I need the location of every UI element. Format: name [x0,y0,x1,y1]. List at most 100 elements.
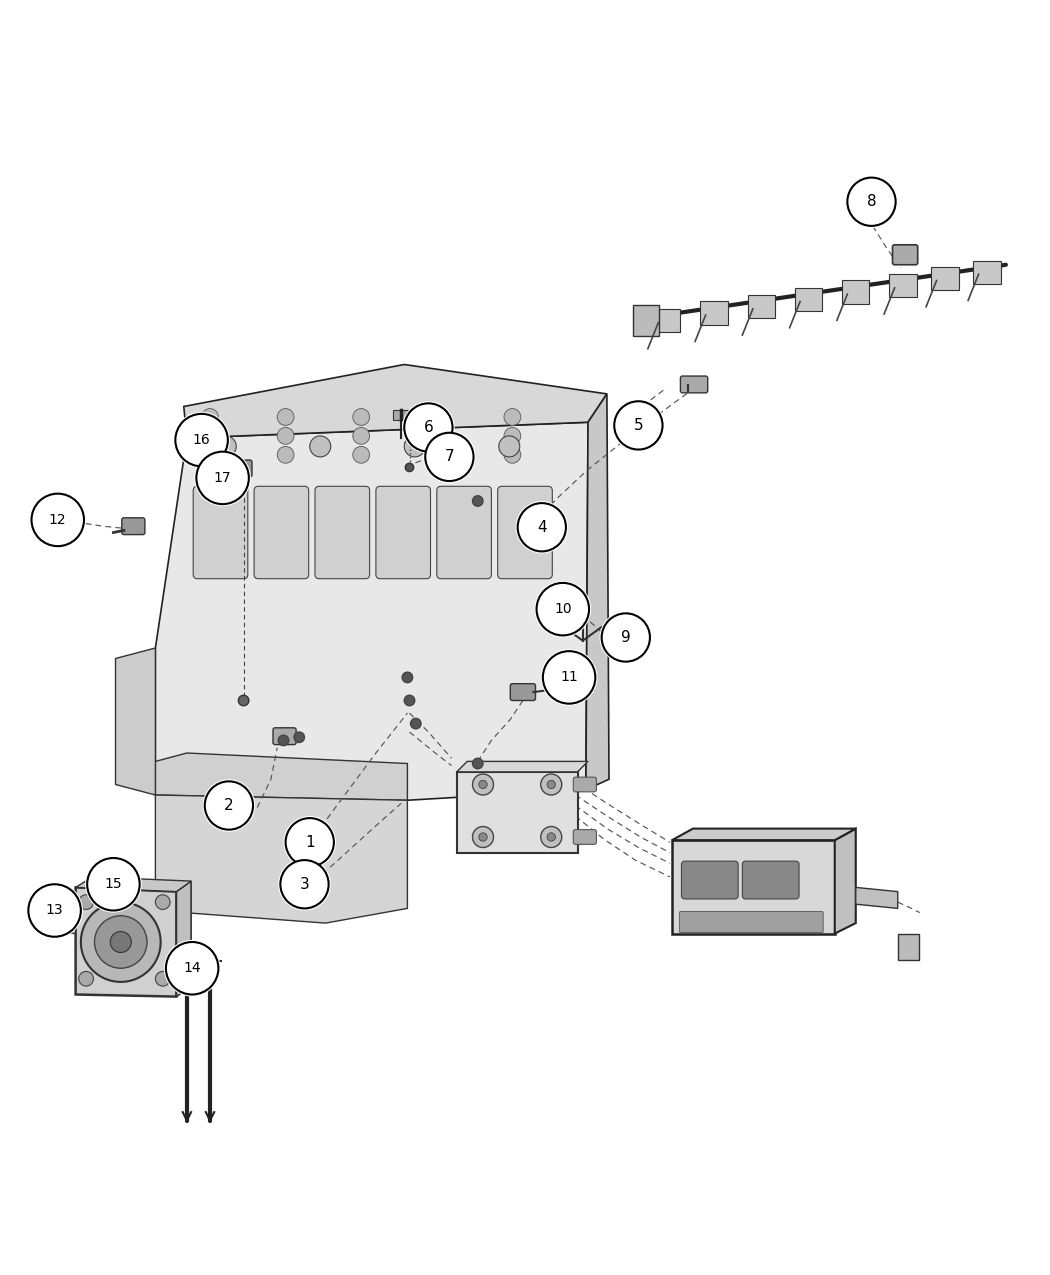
Polygon shape [856,887,898,908]
Circle shape [479,780,487,789]
Circle shape [425,432,474,481]
Circle shape [404,403,453,451]
Circle shape [194,450,251,506]
Circle shape [278,736,289,746]
Text: 10: 10 [554,602,571,616]
Circle shape [164,940,220,997]
Circle shape [602,613,650,662]
Text: 12: 12 [49,513,66,527]
Circle shape [404,695,415,706]
Bar [889,274,917,297]
Circle shape [202,427,218,444]
Circle shape [175,414,228,467]
Circle shape [202,408,218,426]
Circle shape [402,672,413,682]
Circle shape [423,431,476,483]
Text: 1: 1 [304,835,315,849]
FancyBboxPatch shape [231,460,252,477]
Circle shape [26,882,83,938]
Circle shape [614,402,663,450]
Circle shape [547,780,555,789]
FancyBboxPatch shape [193,486,248,579]
Polygon shape [633,305,659,337]
Bar [748,296,775,319]
Circle shape [28,885,81,937]
FancyBboxPatch shape [892,245,918,265]
Circle shape [29,492,86,548]
Circle shape [847,177,896,226]
Polygon shape [176,881,191,997]
Circle shape [516,501,568,553]
Text: 17: 17 [214,470,231,484]
Circle shape [504,408,521,426]
Polygon shape [457,761,588,771]
FancyBboxPatch shape [680,376,708,393]
Text: 14: 14 [184,961,201,975]
Circle shape [576,611,589,622]
Circle shape [504,427,521,444]
Circle shape [404,436,425,456]
Text: 16: 16 [193,434,210,448]
Polygon shape [116,648,155,796]
Circle shape [280,861,329,908]
Bar [700,301,728,325]
Circle shape [277,408,294,426]
Text: 2: 2 [224,798,234,813]
Text: 15: 15 [105,877,122,891]
Circle shape [196,451,249,504]
Circle shape [472,759,483,769]
FancyBboxPatch shape [510,683,536,700]
Polygon shape [155,754,407,801]
Polygon shape [184,365,607,439]
Circle shape [110,932,131,952]
Circle shape [428,446,445,463]
Polygon shape [155,796,407,923]
FancyBboxPatch shape [376,486,430,579]
Circle shape [284,816,336,868]
Bar [393,409,410,421]
Circle shape [472,826,493,848]
Circle shape [499,436,520,456]
FancyBboxPatch shape [315,486,370,579]
Bar [653,309,680,332]
Circle shape [203,779,255,831]
Circle shape [472,774,493,796]
Circle shape [402,402,455,454]
Circle shape [547,833,555,842]
Circle shape [353,446,370,463]
FancyBboxPatch shape [573,830,596,844]
Polygon shape [457,771,578,853]
Circle shape [541,826,562,848]
Bar [795,288,822,311]
Bar [973,260,1001,283]
Text: 5: 5 [633,418,644,434]
Circle shape [85,856,142,913]
Polygon shape [40,898,76,933]
Text: 8: 8 [866,194,877,209]
FancyBboxPatch shape [681,861,738,899]
Circle shape [479,833,487,842]
Circle shape [173,412,230,468]
Text: 9: 9 [621,630,631,645]
Circle shape [277,446,294,463]
Text: 4: 4 [537,520,547,534]
Circle shape [94,915,147,968]
Circle shape [310,436,331,456]
Text: 6: 6 [423,419,434,435]
Circle shape [81,903,161,982]
Circle shape [534,581,591,638]
Circle shape [541,649,597,706]
Circle shape [612,399,665,451]
Polygon shape [672,840,835,933]
Circle shape [202,446,218,463]
Circle shape [32,493,84,546]
Circle shape [353,427,370,444]
Circle shape [286,819,334,867]
Bar [931,266,959,289]
Circle shape [155,895,170,909]
Circle shape [79,895,93,909]
Circle shape [294,732,304,742]
FancyBboxPatch shape [679,912,823,932]
Circle shape [215,436,236,456]
Circle shape [537,583,589,635]
